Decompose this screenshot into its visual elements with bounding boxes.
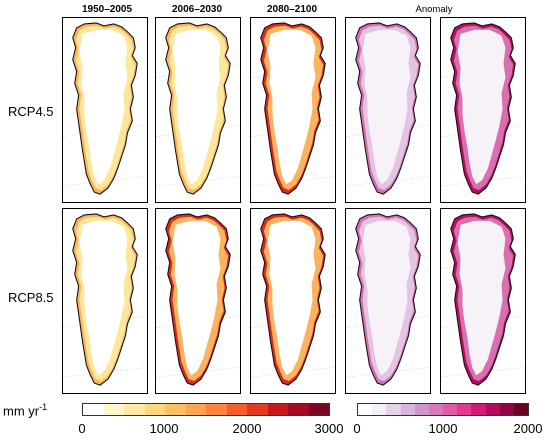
colorbar-swatch (471, 404, 486, 415)
colorbar-right-tick-1000: 1000 (428, 421, 458, 436)
graticule-line (251, 367, 335, 378)
map-panel (440, 17, 526, 203)
colorbar-swatch (457, 404, 472, 415)
colorbar-swatch (226, 404, 247, 415)
colorbar-left-tick-0: 0 (78, 421, 86, 436)
colorbar-accumulation (82, 403, 330, 416)
ice-sheet-interior (267, 29, 316, 185)
ice-sheet-interior (362, 220, 411, 376)
map-panel (345, 17, 431, 203)
colorbar-swatch (83, 404, 104, 415)
colorbar-swatch (185, 404, 206, 415)
map-panel (155, 208, 241, 394)
column-title-2006-2030: 2006–2030 (171, 4, 223, 15)
colorbar-left-tick-2000: 2000 (232, 421, 262, 436)
graticule-line (156, 176, 240, 187)
colorbar-left-tick-1000: 1000 (149, 421, 179, 436)
graticule-line (156, 124, 240, 137)
graticule-line (441, 367, 525, 378)
ice-sheet-interior (457, 220, 506, 376)
colorbar-swatch (386, 404, 401, 415)
colorbar-swatch (267, 404, 288, 415)
column-title-1950-2005: 1950–2005 (81, 4, 133, 15)
graticule-line (63, 124, 147, 137)
row-label-rcp45: RCP4.5 (8, 104, 54, 119)
graticule-line (156, 367, 240, 378)
graticule-line (63, 176, 147, 187)
colorbar-right-tick-0: 0 (353, 421, 361, 436)
map-panel (155, 17, 241, 203)
colorbar-swatch (485, 404, 500, 415)
ice-sheet-interior (362, 29, 411, 185)
ice-sheet-interior (457, 29, 506, 185)
graticule-line (251, 315, 335, 328)
colorbar-swatch (206, 404, 227, 415)
ice-sheet-interior (79, 29, 128, 185)
graticule-line (441, 315, 525, 328)
ice-sheet-interior (79, 220, 128, 376)
colorbar-swatch (513, 404, 529, 415)
ice-sheet-interior (172, 29, 221, 185)
colorbar-left-tick-3000: 3000 (314, 421, 344, 436)
graticule-line (441, 176, 525, 187)
colorbar-swatch (103, 404, 124, 415)
colorbar-swatch (443, 404, 458, 415)
colorbar-swatch (124, 404, 145, 415)
graticule-line (63, 315, 147, 328)
map-panel (250, 208, 336, 394)
colorbar-swatch (414, 404, 429, 415)
colorbar-swatch (499, 404, 514, 415)
graticule-line (346, 176, 430, 187)
map-panel (62, 208, 148, 394)
colorbar-swatch (165, 404, 186, 415)
ice-sheet-interior (267, 220, 316, 376)
ice-sheet-interior (172, 220, 221, 376)
graticule-line (63, 367, 147, 378)
colorbar-anomaly (357, 403, 529, 416)
colorbar-swatch (144, 404, 165, 415)
colorbar-swatch (358, 404, 373, 415)
colorbar-unit-label: mm yr-1 (3, 402, 48, 419)
colorbar-right-tick-2000: 2000 (513, 421, 543, 436)
map-panel (345, 208, 431, 394)
map-panel (440, 208, 526, 394)
row-label-rcp85: RCP8.5 (8, 290, 54, 305)
graticule-line (251, 176, 335, 187)
graticule-line (251, 124, 335, 137)
graticule-line (156, 315, 240, 328)
graticule-line (441, 124, 525, 137)
map-panel (250, 17, 336, 203)
colorbar-swatch (400, 404, 415, 415)
colorbar-swatch (428, 404, 444, 415)
graticule-line (346, 315, 430, 328)
colorbar-swatch (308, 404, 329, 415)
graticule-line (346, 124, 430, 137)
column-title-anomaly: Anomaly (415, 4, 453, 15)
column-title-2080-2100: 2080–2100 (266, 4, 318, 15)
graticule-line (346, 367, 430, 378)
colorbar-swatch (247, 404, 268, 415)
colorbar-swatch (288, 404, 309, 415)
colorbar-swatch (372, 404, 387, 415)
map-panel (62, 17, 148, 203)
